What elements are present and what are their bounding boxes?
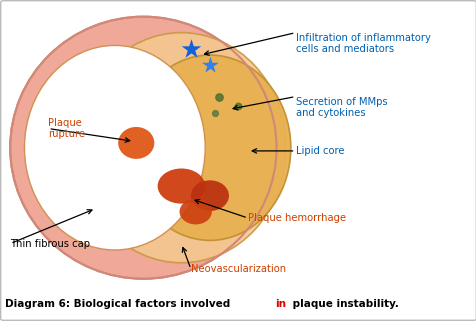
Point xyxy=(234,104,242,109)
Ellipse shape xyxy=(10,17,276,279)
Text: Thin fibrous cap: Thin fibrous cap xyxy=(10,239,90,248)
Ellipse shape xyxy=(129,55,290,240)
Ellipse shape xyxy=(24,46,205,250)
Text: Plaque
rupture: Plaque rupture xyxy=(48,118,85,139)
Ellipse shape xyxy=(157,169,205,204)
Text: Plaque hemorrhage: Plaque hemorrhage xyxy=(248,213,346,223)
Text: Secretion of MMps
and cytokines: Secretion of MMps and cytokines xyxy=(295,97,387,118)
Point xyxy=(206,62,213,67)
Text: Diagram 6: Biological factors involved: Diagram 6: Biological factors involved xyxy=(5,299,234,309)
Ellipse shape xyxy=(24,46,205,250)
Text: Neovascularization: Neovascularization xyxy=(190,264,286,274)
Text: Infiltration of inflammatory
cells and mediators: Infiltration of inflammatory cells and m… xyxy=(295,33,429,54)
Ellipse shape xyxy=(24,46,205,250)
Point xyxy=(215,94,223,99)
Ellipse shape xyxy=(118,127,154,159)
Point xyxy=(187,46,194,51)
Point xyxy=(210,110,218,115)
Text: in: in xyxy=(274,299,285,309)
Ellipse shape xyxy=(190,180,228,211)
Text: Lipid core: Lipid core xyxy=(295,146,343,156)
Ellipse shape xyxy=(179,199,211,224)
Text: plaque instability.: plaque instability. xyxy=(288,299,398,309)
Ellipse shape xyxy=(77,33,286,263)
